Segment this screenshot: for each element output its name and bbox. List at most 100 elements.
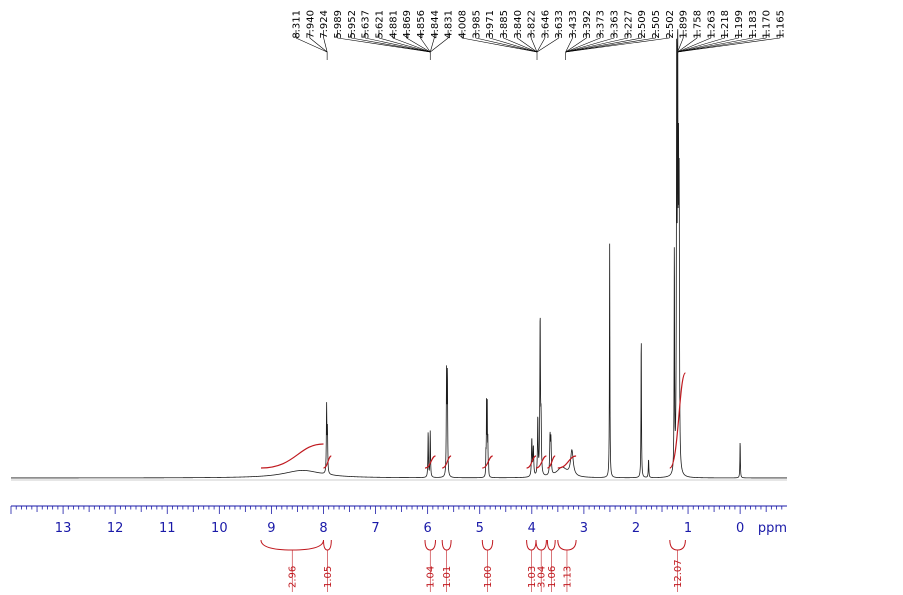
- peak-shift-label: 1.183: [748, 10, 759, 39]
- peak-shift-label: 2.509: [637, 10, 648, 39]
- integration-bracket: [424, 539, 436, 551]
- peak-label-connector: [503, 37, 538, 53]
- peak-shift-label: 1.199: [734, 10, 745, 39]
- peak-shift-label: 4.844: [430, 10, 441, 39]
- peak-shift-label: 3.373: [596, 10, 607, 39]
- integral-curve: [323, 455, 332, 469]
- integration-value-label: 1.03: [527, 566, 538, 588]
- peak-label-connector: [536, 37, 546, 53]
- peak-shift-label: 5.637: [361, 10, 372, 39]
- peak-label-group: 8.311 7.940 7.924 5.989 5.952 5.637 5.621 4.881…: [292, 10, 787, 60]
- x-tick-label: 8: [319, 521, 327, 536]
- peak-shift-label: 4.831: [444, 10, 455, 39]
- spectrum-layer: [11, 29, 787, 479]
- integral-curve-group: [260, 372, 686, 469]
- peak-label-connector: [565, 37, 642, 53]
- peak-shift-label: 3.971: [485, 10, 496, 39]
- peak-label-connector: [565, 37, 601, 53]
- x-tick-label: 7: [371, 521, 379, 536]
- peak-shift-label: 4.008: [457, 10, 468, 39]
- integration-value-label: 3.04: [537, 566, 548, 588]
- peak-label-connector: [677, 37, 767, 53]
- integration-bracket: [481, 539, 494, 551]
- peak-shift-label: 5.621: [374, 10, 385, 39]
- integration-value-label: 1.01: [442, 566, 453, 588]
- spectrum-trace: [11, 29, 787, 479]
- peak-shift-label: 3.885: [499, 10, 510, 39]
- peak-label-connector: [351, 37, 431, 53]
- peak-label-connector: [323, 37, 328, 53]
- peak-label-connector: [677, 37, 725, 53]
- integration-bracket: [441, 539, 452, 551]
- peak-shift-label: 3.646: [540, 10, 551, 39]
- integration-bracket: [546, 539, 556, 551]
- x-tick-label: 10: [211, 521, 228, 536]
- peak-label-connector: [565, 37, 628, 53]
- integral-curve: [669, 372, 686, 469]
- peak-shift-label: 3.227: [623, 10, 634, 39]
- peak-label-connector: [309, 37, 328, 53]
- peak-label-connector: [677, 37, 739, 53]
- peak-label-connector: [406, 37, 431, 53]
- integral-curve: [424, 455, 436, 469]
- peak-label-connector: [489, 37, 538, 53]
- integration-value-label: 1.05: [323, 566, 334, 588]
- integration-bracket: [669, 539, 686, 551]
- integral-curve: [260, 443, 324, 469]
- integration-value-label: 2.96: [288, 566, 299, 588]
- peak-shift-label: 4.869: [402, 10, 413, 39]
- x-tick-label: 0: [736, 521, 744, 536]
- peak-label-connector: [337, 37, 431, 53]
- x-tick-label: 12: [107, 521, 124, 536]
- peak-shift-label: 3.633: [554, 10, 565, 39]
- peak-label-connector: [430, 37, 449, 53]
- integral-curve: [526, 455, 537, 469]
- integration-bracket: [526, 539, 537, 551]
- peak-label-connector: [677, 37, 698, 53]
- peak-label-connector: [392, 37, 431, 53]
- x-axis-unit-label: ppm: [758, 521, 787, 536]
- peak-shift-label: 1.170: [762, 10, 773, 39]
- peak-shift-label: 3.840: [513, 10, 524, 39]
- peak-shift-label: 7.924: [319, 10, 330, 39]
- peak-shift-label: 7.940: [305, 10, 316, 39]
- integral-curve: [547, 455, 556, 469]
- peak-shift-label: 3.392: [582, 10, 593, 39]
- peak-shift-label: 1.218: [720, 10, 731, 39]
- x-tick-label: 2: [632, 521, 640, 536]
- peak-label-connector: [475, 37, 538, 53]
- integration-value-label: 1.06: [547, 566, 558, 588]
- integral-curve: [535, 455, 547, 469]
- integration-bracket: [260, 539, 324, 551]
- peak-shift-label: 4.881: [388, 10, 399, 39]
- x-tick-label: 6: [424, 521, 432, 536]
- integration-bracket: [535, 539, 547, 551]
- integral-curve: [442, 455, 452, 469]
- peak-label-connector: [565, 37, 670, 53]
- peak-shift-label: 4.856: [416, 10, 427, 39]
- integration-value-label: 12.07: [673, 559, 684, 588]
- peak-shift-label: 2.502: [665, 10, 676, 39]
- integration-bracket: [557, 539, 577, 551]
- x-axis: 13 12 11 10 9 8 7 6 5 4 3 2 1 0 ppm: [10, 479, 787, 536]
- peak-shift-label: 1.758: [693, 10, 704, 39]
- peak-label-connector: [677, 37, 753, 53]
- x-tick-label: 4: [528, 521, 536, 536]
- peak-shift-label: 3.363: [610, 10, 621, 39]
- peak-label-connector: [517, 37, 538, 53]
- peak-shift-label: 3.985: [471, 10, 482, 39]
- integral-curve: [557, 455, 577, 469]
- x-tick-label: 11: [159, 521, 176, 536]
- peak-label-connector: [365, 37, 431, 53]
- x-tick-label: 3: [580, 521, 588, 536]
- integration-value-label: 1.13: [562, 566, 573, 588]
- peak-label-connector: [530, 37, 538, 53]
- integration-value-label: 1.04: [426, 566, 437, 588]
- x-tick-label: 9: [267, 521, 275, 536]
- integration-label-group: 2.96 1.05 1.04 1.01 1.00 1.033.04 1.06 1.13 12.0…: [260, 539, 686, 592]
- peak-shift-label: 1.263: [706, 10, 717, 39]
- peak-label-connector: [565, 37, 573, 53]
- peak-shift-label: 1.899: [679, 10, 690, 39]
- integral-curve: [482, 455, 493, 469]
